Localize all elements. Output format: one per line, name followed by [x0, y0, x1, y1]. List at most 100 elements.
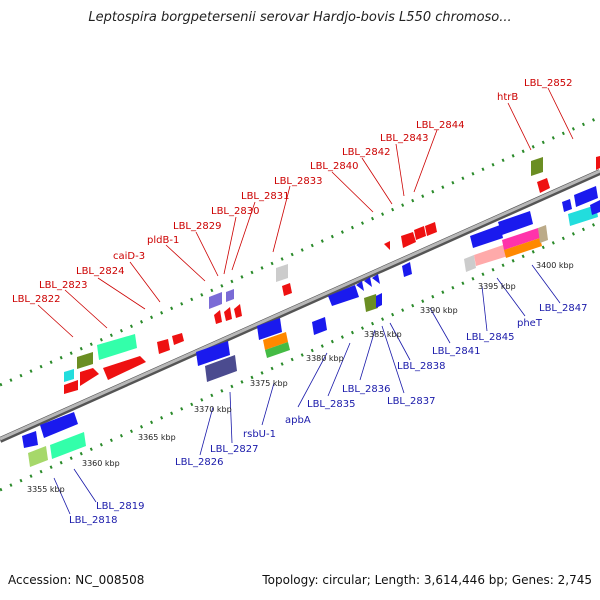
gene-feature — [504, 238, 542, 258]
reverse-genes — [22, 186, 600, 467]
gene-feature — [282, 283, 292, 296]
gene-feature — [414, 226, 426, 240]
gene-feature — [356, 281, 364, 291]
gene-feature — [205, 355, 237, 382]
gene-feature — [50, 432, 86, 459]
gene-label: LBL_2826 — [175, 457, 223, 468]
gene-label: LBL_2818 — [69, 515, 117, 526]
tick-label: 3400 kbp — [536, 261, 574, 270]
gene-feature — [364, 277, 372, 287]
gene-feature — [464, 255, 476, 272]
gene-feature — [401, 232, 416, 248]
gene-feature — [590, 200, 600, 215]
gene-label: LBL_2838 — [397, 361, 445, 372]
gene-feature — [276, 264, 288, 282]
gene-label: LBL_2835 — [307, 399, 355, 410]
gene-feature — [157, 339, 170, 354]
tick-label: 3380 kbp — [306, 354, 344, 363]
gene-feature — [574, 186, 598, 207]
gene-label: rsbU-1 — [243, 429, 276, 440]
gene-feature — [596, 156, 600, 170]
gene-label: LBL_2822 — [12, 294, 60, 305]
gene-label: LBL_2840 — [310, 161, 358, 172]
gene-feature — [470, 225, 503, 248]
gene-label: LBL_2833 — [274, 176, 322, 187]
tick-label: 3370 kbp — [194, 405, 232, 414]
gene-feature — [364, 294, 378, 312]
gene-feature — [568, 205, 598, 226]
gene-feature — [209, 292, 222, 309]
topology-info: Topology: circular; Length: 3,614,446 bp… — [262, 573, 592, 587]
gene-feature — [372, 274, 380, 284]
gene-label: pheT — [517, 318, 543, 329]
gene-feature — [172, 333, 184, 345]
gene-feature — [474, 244, 508, 266]
forward-genes — [64, 156, 600, 394]
gene-feature — [328, 285, 359, 306]
gene-feature — [402, 262, 412, 277]
gene-feature — [502, 228, 540, 250]
tick-label: 3375 kbp — [250, 379, 288, 388]
gene-label: LBL_2837 — [387, 396, 435, 407]
gene-label: LBL_2842 — [342, 147, 390, 158]
gene-feature — [64, 369, 74, 382]
gene-feature — [214, 310, 222, 324]
gene-label: pldB-1 — [147, 235, 179, 246]
gene-feature — [226, 289, 234, 302]
gene-label: caiD-3 — [113, 251, 145, 262]
gene-feature — [257, 318, 282, 340]
gene-label: LBL_2831 — [241, 191, 289, 202]
gene-feature — [265, 342, 290, 358]
gene-label: LBL_2829 — [173, 221, 221, 232]
forward-labels: LBL_2822 LBL_2823 LBL_2824 caiD-3 pldB-1… — [12, 78, 572, 305]
gene-feature — [80, 368, 99, 386]
gene-feature — [263, 332, 288, 350]
gene-feature — [77, 352, 93, 369]
gene-feature — [312, 317, 327, 335]
forward-leader-lines — [37, 87, 574, 338]
tick-label: 3390 kbp — [420, 306, 458, 315]
gene-feature — [376, 293, 382, 308]
gene-label: LBL_2844 — [416, 120, 464, 131]
gene-label: LBL_2845 — [466, 332, 514, 343]
gene-feature — [562, 199, 572, 212]
tick-label: 3395 kbp — [478, 282, 516, 291]
gene-label: LBL_2823 — [39, 280, 87, 291]
reverse-labels: LBL_2818 LBL_2819 LBL_2826 LBL_2827 rsbU… — [69, 303, 587, 526]
gene-feature — [531, 157, 543, 176]
tick-label: 3385 kbp — [364, 330, 402, 339]
gene-feature — [425, 222, 437, 236]
gene-label: LBL_2819 — [96, 501, 144, 512]
gene-label: apbA — [285, 415, 311, 426]
tick-label: 3365 kbp — [138, 433, 176, 442]
gene-feature — [498, 211, 533, 235]
gene-feature — [537, 178, 550, 193]
gene-feature — [224, 307, 232, 321]
gene-label: LBL_2827 — [210, 444, 258, 455]
gene-feature — [40, 412, 78, 438]
gene-label: LBL_2841 — [432, 346, 480, 357]
gene-label: LBL_2836 — [342, 384, 390, 395]
gene-feature — [196, 341, 230, 366]
gene-feature — [234, 304, 242, 318]
map-title: Leptospira borgpetersenii serovar Hardjo… — [88, 10, 512, 25]
accession-info: Accession: NC_008508 — [8, 573, 145, 587]
tick-label: 3360 kbp — [82, 459, 120, 468]
gene-feature — [22, 431, 38, 448]
gene-feature — [384, 241, 390, 250]
gene-label: LBL_2847 — [539, 303, 587, 314]
chromosome-backbone — [0, 169, 600, 443]
gene-label: LBL_2843 — [380, 133, 428, 144]
gene-label: LBL_2830 — [211, 206, 259, 217]
reverse-leader-lines — [53, 264, 561, 515]
gene-feature — [538, 225, 548, 243]
tick-label: 3355 kbp — [27, 485, 65, 494]
scale-ticks: 3355 kbp 3360 kbp 3365 kbp 3370 kbp 3375… — [27, 261, 574, 494]
gene-feature — [64, 380, 78, 394]
gene-label: LBL_2852 — [524, 78, 572, 89]
gene-label: htrB — [497, 92, 518, 103]
gene-feature — [28, 446, 48, 467]
gene-label: LBL_2824 — [76, 266, 124, 277]
gene-feature — [103, 356, 146, 380]
